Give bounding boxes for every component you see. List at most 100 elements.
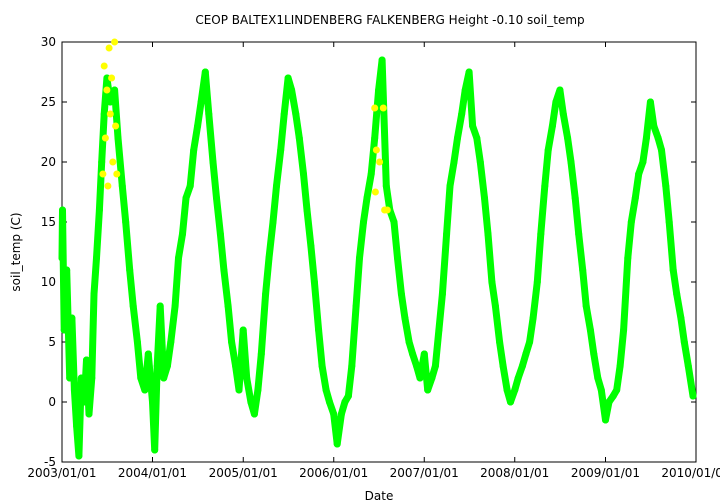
data-point [616, 362, 624, 370]
data-point [243, 374, 251, 382]
data-point [330, 410, 338, 418]
y-tick-label: 30 [41, 35, 56, 49]
data-point [201, 68, 209, 76]
data-point [77, 374, 85, 382]
data-point [620, 326, 628, 334]
data-point [239, 326, 247, 334]
y-tick-label: 0 [48, 395, 56, 409]
chart-title: CEOP BALTEX1LINDENBERG FALKENBERG Height… [195, 13, 584, 27]
y-tick-label: -5 [44, 455, 56, 469]
data-point [80, 398, 88, 406]
y-tick-label: 15 [41, 215, 56, 229]
data-point [153, 362, 161, 370]
data-point [533, 278, 541, 286]
data-point [646, 98, 654, 106]
data-point [175, 254, 182, 262]
data-point [284, 74, 292, 82]
data-point [100, 62, 108, 70]
data-point [567, 158, 575, 166]
data-point [454, 134, 461, 142]
data-point [579, 266, 587, 274]
data-point [446, 182, 454, 190]
data-point [167, 338, 175, 346]
data-point [594, 374, 602, 382]
data-point [73, 422, 81, 430]
data-point [503, 386, 511, 394]
data-point [624, 254, 632, 262]
data-point [60, 326, 68, 334]
data-point [59, 206, 66, 214]
data-point [684, 362, 692, 370]
data-point [416, 374, 424, 382]
data-point [379, 104, 387, 112]
data-point [658, 146, 665, 154]
data-point [149, 398, 156, 406]
data-point [303, 206, 311, 214]
data-point [605, 398, 613, 406]
data-point [511, 386, 519, 394]
data-point [108, 74, 116, 82]
data-point [310, 278, 318, 286]
data-point [575, 230, 583, 238]
data-point [141, 386, 149, 394]
data-point [631, 194, 639, 202]
data-point [469, 122, 477, 130]
data-point [586, 326, 594, 334]
data-point [344, 392, 352, 400]
data-point [673, 290, 681, 298]
data-point [129, 302, 137, 310]
data-point [537, 230, 545, 238]
data-point [220, 266, 228, 274]
data-point [216, 230, 224, 238]
y-tick-label: 10 [41, 275, 56, 289]
data-point [476, 158, 484, 166]
data-point [371, 134, 379, 142]
data-point [382, 182, 390, 190]
data-point [609, 392, 617, 400]
data-point [548, 122, 556, 130]
data-point [182, 194, 190, 202]
x-tick-label: 2007/01/01 [390, 466, 459, 480]
data-point [420, 350, 428, 358]
data-point [235, 386, 243, 394]
data-point [518, 362, 526, 370]
data-point [224, 302, 232, 310]
data-point [250, 410, 258, 418]
data-point [68, 314, 76, 322]
data-point [529, 314, 537, 322]
data-point [106, 98, 114, 106]
y-tick-label: 20 [41, 155, 56, 169]
data-point [101, 134, 109, 142]
data-point [488, 278, 496, 286]
data-point [409, 350, 417, 358]
data-point [277, 146, 285, 154]
data-point [642, 134, 650, 142]
data-point [443, 230, 451, 238]
data-point [413, 362, 421, 370]
data-point [85, 410, 93, 418]
data-point [571, 194, 579, 202]
data-point [559, 110, 567, 118]
data-point [273, 182, 280, 190]
data-point [209, 158, 217, 166]
data-point [111, 86, 119, 94]
data-point [247, 398, 255, 406]
data-point [228, 338, 236, 346]
data-series [58, 38, 697, 460]
data-point [473, 134, 481, 142]
x-tick-label: 2008/01/01 [480, 466, 549, 480]
data-point [156, 302, 164, 310]
data-point [662, 182, 670, 190]
data-point [435, 326, 443, 334]
data-point [552, 98, 560, 106]
data-point [83, 356, 90, 364]
data-point [541, 182, 549, 190]
data-point [111, 38, 119, 46]
y-tick-label: 5 [48, 335, 56, 349]
data-point [431, 362, 439, 370]
data-point [262, 290, 270, 298]
x-tick-label: 2009/01/01 [571, 466, 640, 480]
data-point [499, 362, 507, 370]
data-point [126, 266, 134, 274]
